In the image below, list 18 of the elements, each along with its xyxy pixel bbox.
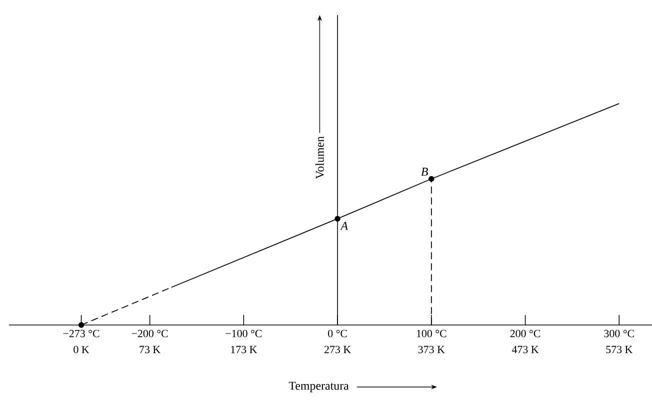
x-tick-label: 300 °C	[604, 330, 634, 338]
x2-tick-label: 73 K	[140, 346, 160, 354]
x2-tick-label: 273 K	[324, 346, 351, 354]
x2-tick-label: 473 K	[512, 346, 539, 354]
y-axis-title: Volumen	[315, 136, 324, 179]
x2-tick-label: 373 K	[418, 346, 445, 354]
x-axis-title: Temperatura	[288, 382, 349, 392]
x2-tick-label: 573 K	[606, 346, 633, 354]
annotation: B	[421, 168, 428, 176]
x2-tick-label: 0 K	[74, 346, 90, 354]
x-tick-label: −200 °C	[132, 330, 168, 338]
annotation: A	[340, 222, 348, 230]
x-tick-label: −100 °C	[226, 330, 262, 338]
x-tick-label: 100 °C	[416, 330, 446, 338]
x-tick-label: 200 °C	[510, 330, 540, 338]
x-tick-label: −273 °C	[63, 330, 100, 338]
x2-tick-label: 173 K	[231, 346, 258, 354]
x-tick-label: 0 °C	[328, 330, 347, 338]
